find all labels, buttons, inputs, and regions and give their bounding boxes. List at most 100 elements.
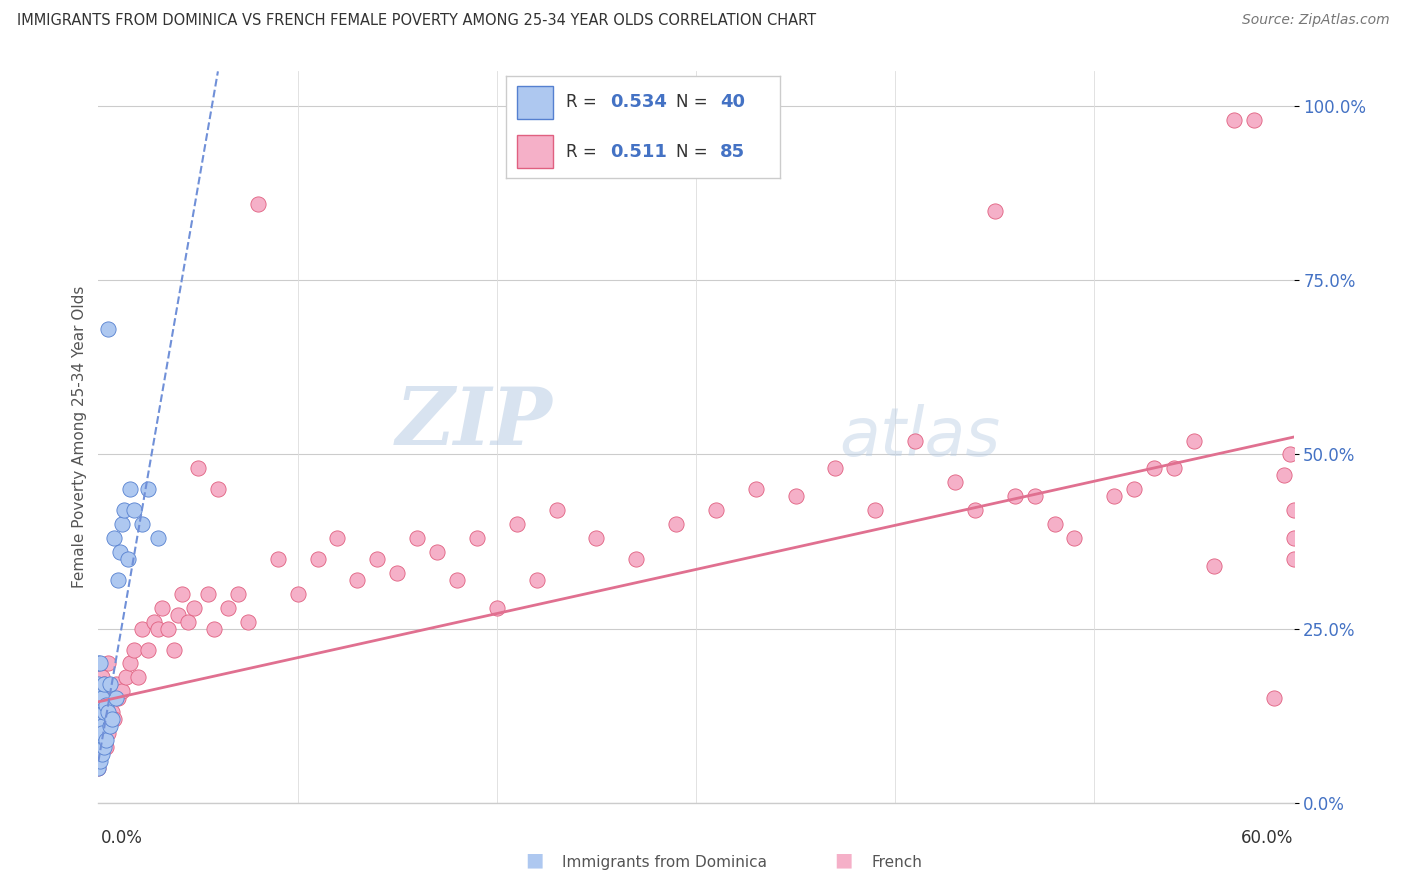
Point: [87, 691, 110, 706]
Point: [426, 545, 449, 559]
Point: [904, 434, 927, 448]
Point: [93, 677, 115, 691]
Text: ZIP: ZIP: [395, 384, 553, 461]
Point: [1004, 489, 1026, 503]
Point: [87, 657, 110, 671]
Text: 0.0%: 0.0%: [101, 829, 143, 847]
Point: [87, 726, 110, 740]
Point: [226, 587, 249, 601]
Point: [346, 573, 368, 587]
Point: [89, 684, 111, 698]
Point: [110, 545, 132, 559]
Point: [87, 747, 110, 761]
Point: [87, 761, 110, 775]
Point: [120, 657, 142, 671]
Point: [97, 705, 120, 719]
Point: [103, 712, 125, 726]
Point: [96, 698, 118, 713]
Point: [267, 552, 290, 566]
Point: [506, 517, 529, 532]
Point: [236, 615, 259, 629]
Point: [91, 726, 114, 740]
Point: [91, 726, 114, 740]
Point: [624, 552, 647, 566]
Text: French: French: [872, 855, 922, 870]
Point: [326, 531, 349, 545]
Point: [1263, 691, 1285, 706]
Point: [366, 552, 388, 566]
Point: [1043, 517, 1066, 532]
Point: [89, 740, 111, 755]
Text: 0.534: 0.534: [610, 94, 668, 112]
Point: [98, 677, 122, 691]
Text: N =: N =: [676, 143, 713, 161]
Text: N =: N =: [676, 94, 713, 112]
Point: [385, 566, 409, 580]
Point: [963, 503, 986, 517]
Text: atlas: atlas: [839, 404, 1001, 470]
Point: [87, 761, 110, 775]
Point: [307, 552, 329, 566]
Point: [103, 531, 125, 545]
Point: [127, 670, 149, 684]
Point: [1163, 461, 1185, 475]
Point: [217, 600, 239, 615]
Point: [96, 733, 118, 747]
Bar: [517, 87, 553, 119]
Point: [197, 587, 219, 601]
Point: [202, 622, 225, 636]
Point: [96, 740, 118, 755]
Point: [485, 600, 508, 615]
Point: [107, 691, 129, 706]
Point: [824, 461, 846, 475]
Point: [406, 531, 429, 545]
Point: [1143, 461, 1166, 475]
Point: [1024, 489, 1046, 503]
Point: [91, 747, 114, 761]
Point: [943, 475, 966, 490]
Text: 40: 40: [720, 94, 745, 112]
Point: [89, 733, 111, 747]
Point: [745, 483, 768, 497]
Point: [177, 615, 200, 629]
Point: [287, 587, 309, 601]
Point: [1278, 448, 1301, 462]
Point: [87, 726, 110, 740]
Point: [163, 642, 186, 657]
Point: [93, 677, 115, 691]
Point: [172, 587, 194, 601]
Point: [148, 531, 170, 545]
Point: [167, 607, 190, 622]
Point: [105, 691, 128, 706]
Point: [97, 657, 120, 671]
Point: [117, 552, 139, 566]
Text: R =: R =: [567, 94, 603, 112]
Point: [91, 691, 114, 706]
Point: [131, 622, 153, 636]
Point: [97, 726, 120, 740]
Text: Immigrants from Dominica: Immigrants from Dominica: [562, 855, 768, 870]
Point: [157, 622, 180, 636]
Point: [98, 719, 122, 733]
Text: IMMIGRANTS FROM DOMINICA VS FRENCH FEMALE POVERTY AMONG 25-34 YEAR OLDS CORRELAT: IMMIGRANTS FROM DOMINICA VS FRENCH FEMAL…: [17, 13, 815, 29]
Point: [983, 203, 1005, 218]
Point: [207, 483, 229, 497]
Point: [1282, 503, 1305, 517]
Point: [87, 677, 110, 691]
Point: [1282, 531, 1305, 545]
Point: [143, 615, 166, 629]
Point: [1243, 113, 1265, 128]
Point: [93, 705, 115, 719]
Point: [101, 705, 124, 719]
Point: [89, 754, 111, 768]
Point: [111, 684, 134, 698]
Point: [785, 489, 807, 503]
Point: [87, 740, 110, 755]
Point: [101, 712, 124, 726]
Text: ■: ■: [834, 851, 853, 870]
Point: [131, 517, 153, 532]
Point: [585, 531, 607, 545]
Point: [1272, 468, 1295, 483]
Point: [704, 503, 727, 517]
Point: [89, 712, 111, 726]
